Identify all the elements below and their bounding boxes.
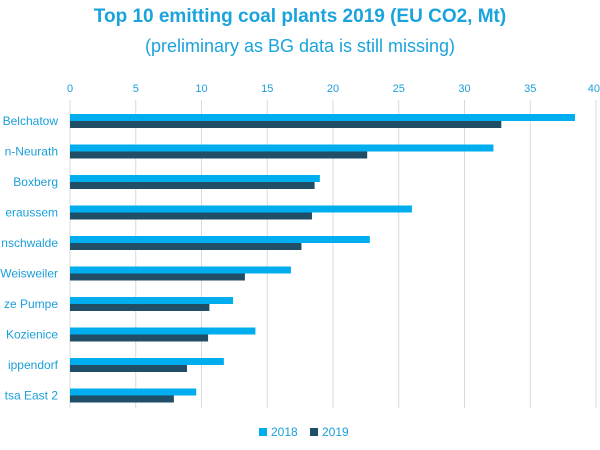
- category-label: Weisweiler: [0, 267, 58, 281]
- bar-2019-1: [70, 151, 368, 159]
- bar-2018-6: [70, 297, 234, 304]
- bar-2018-1: [70, 144, 494, 152]
- category-label: ippendorf: [8, 358, 59, 372]
- bar-2018-9: [70, 388, 197, 396]
- bar-2018-8: [70, 358, 224, 365]
- x-tick-label: 20: [327, 83, 339, 95]
- legend-swatch-2018: [259, 428, 267, 436]
- bar-2019-2: [70, 182, 315, 189]
- bar-2018-4: [70, 236, 370, 243]
- bar-2019-9: [70, 395, 174, 403]
- x-tick-label: 25: [393, 83, 405, 95]
- category-label: Boxberg: [13, 175, 58, 189]
- x-tick-label: 5: [133, 83, 139, 95]
- bar-2019-8: [70, 365, 188, 372]
- bar-2018-3: [70, 205, 412, 213]
- x-tick-label: 35: [524, 83, 536, 95]
- legend-label-2019: 2019: [322, 425, 349, 439]
- chart-subtitle: (preliminary as BG data is still missing…: [144, 36, 456, 56]
- x-tick-label: 0: [67, 83, 73, 95]
- bar-2018-0: [70, 114, 575, 121]
- category-label: eraussem: [5, 206, 58, 220]
- bar-2018-5: [70, 266, 291, 274]
- x-tick-label: 40: [588, 83, 600, 95]
- bar-2019-5: [70, 273, 245, 281]
- bar-2018-2: [70, 175, 320, 182]
- category-label: tsa East 2: [5, 389, 59, 403]
- x-axis-ticks: 0 5 10 15 20 25 30 35 40: [67, 83, 600, 95]
- legend-label-2018: 2018: [271, 425, 298, 439]
- bar-2019-4: [70, 243, 302, 250]
- bar-2019-6: [70, 304, 210, 311]
- bar-2019-0: [70, 121, 502, 128]
- x-tick-label: 30: [458, 83, 470, 95]
- category-label: n-Neurath: [5, 145, 58, 159]
- legend-swatch-2019: [310, 428, 318, 436]
- x-tick-label: 15: [261, 83, 273, 95]
- chart-title: Top 10 emitting coal plants 2019 (EU CO2…: [93, 6, 507, 27]
- bar-2018-7: [70, 327, 256, 335]
- bar-2019-3: [70, 212, 312, 220]
- category-label: Kozienice: [6, 328, 58, 342]
- category-labels: Belchatow n-Neurath Boxberg eraussem nschwal…: [0, 114, 58, 403]
- bar-2019-7: [70, 334, 209, 342]
- legend: 2018 2019: [259, 425, 349, 439]
- x-tick-label: 10: [195, 83, 207, 95]
- bars: [70, 114, 575, 403]
- category-label: Belchatow: [3, 114, 59, 128]
- category-label: nschwalde: [1, 236, 58, 250]
- category-label: ze Pumpe: [4, 297, 58, 311]
